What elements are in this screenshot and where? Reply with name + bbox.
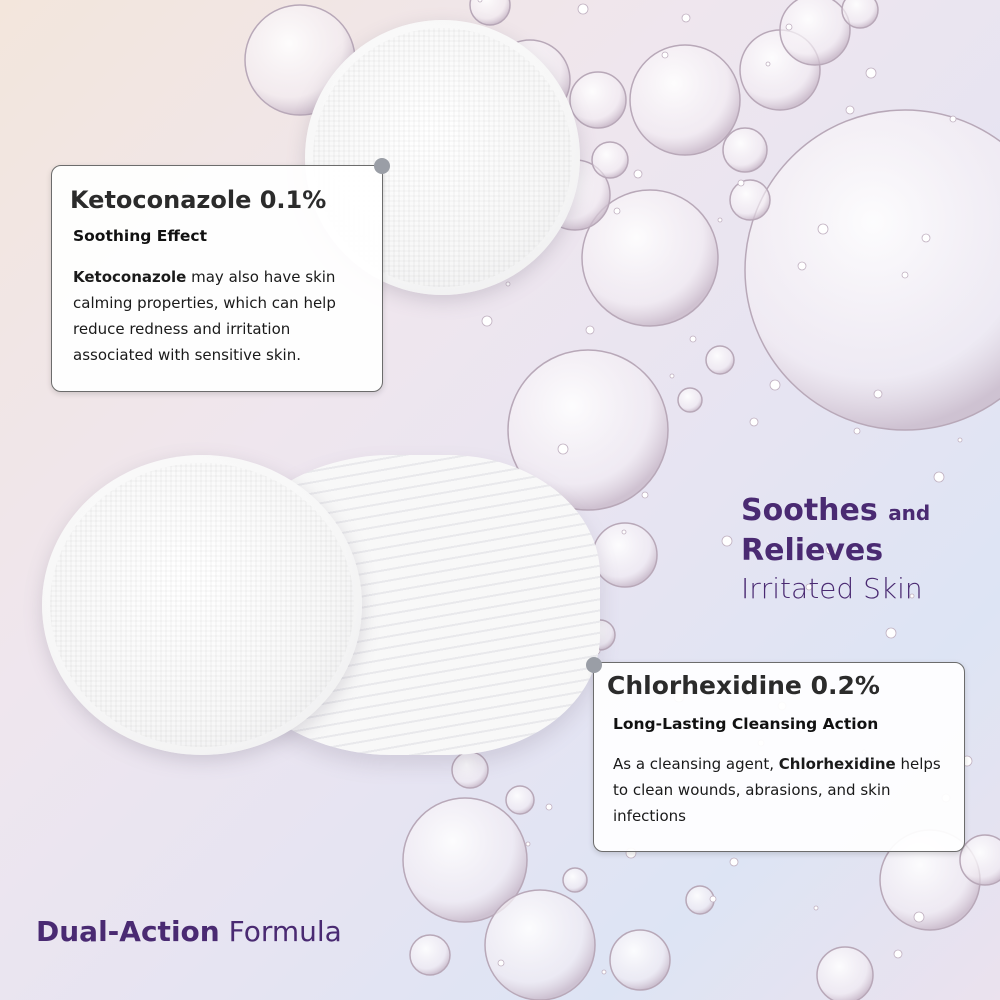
bubble <box>779 0 851 66</box>
bubble <box>402 797 528 923</box>
chlorhexidine-body: As a cleansing agent, Chlorhexidine help… <box>613 751 943 829</box>
tagline-soothes: Soothes <box>741 493 878 528</box>
body-text: As a cleansing agent, <box>613 755 779 773</box>
chlorhexidine-title: Chlorhexidine 0.2% <box>607 671 880 700</box>
ketoconazole-subtitle: Soothing Effect <box>73 227 207 245</box>
small-bubble <box>721 535 733 547</box>
small-bubble <box>601 969 607 975</box>
pin-icon <box>586 657 602 673</box>
bubble <box>591 141 629 179</box>
small-bubble <box>909 593 915 599</box>
small-bubble <box>765 61 771 67</box>
small-bubble <box>853 427 861 435</box>
small-bubble <box>641 491 649 499</box>
body-bold: Chlorhexidine <box>778 755 896 773</box>
small-bubble <box>613 207 621 215</box>
small-bubble <box>921 233 931 243</box>
bubble <box>469 0 511 26</box>
small-bubble <box>681 13 691 23</box>
small-bubble <box>817 223 829 235</box>
bubble <box>569 71 627 129</box>
bubble <box>722 127 768 173</box>
small-bubble <box>729 857 739 867</box>
body-text: helps to clean wounds, abrasions, and sk… <box>613 755 941 825</box>
small-bubble <box>689 335 697 343</box>
small-bubble <box>661 51 669 59</box>
ketoconazole-card: Ketoconazole 0.1% Soothing Effect Ketoco… <box>51 158 390 392</box>
ketoconazole-title: Ketoconazole 0.1% <box>70 186 327 214</box>
small-bubble <box>717 217 723 223</box>
small-bubble <box>813 905 819 911</box>
bubble <box>609 929 671 991</box>
small-bubble <box>885 627 897 639</box>
small-bubble <box>913 911 925 923</box>
body-text: may also have skin calming properties, w… <box>73 268 336 364</box>
bubble <box>729 179 771 221</box>
small-bubble <box>669 373 675 379</box>
small-bubble <box>545 803 553 811</box>
bubble <box>562 867 588 893</box>
bubble <box>409 934 451 976</box>
small-bubble <box>933 471 945 483</box>
bubble <box>505 785 535 815</box>
chlorhexidine-card: Chlorhexidine 0.2% Long-Lasting Cleansin… <box>586 657 965 852</box>
bubble <box>816 946 874 1000</box>
tagline-irritated-skin: Irritated Skin <box>741 572 923 605</box>
bubble <box>484 889 596 1000</box>
bubble <box>451 751 489 789</box>
small-bubble <box>805 583 813 591</box>
bubble <box>677 387 703 413</box>
small-bubble <box>893 949 903 959</box>
small-bubble <box>901 271 909 279</box>
body-bold: Ketoconazole <box>73 268 187 286</box>
bubble <box>581 189 719 327</box>
small-bubble <box>865 67 877 79</box>
pin-icon <box>374 158 390 174</box>
small-bubble <box>633 169 643 179</box>
small-bubble <box>481 315 493 327</box>
bubble <box>959 834 1000 886</box>
small-bubble <box>949 115 957 123</box>
small-bubble <box>621 529 627 535</box>
footer-regular: Formula <box>228 915 342 948</box>
tagline-and: and <box>888 501 931 525</box>
small-bubble <box>845 105 855 115</box>
small-bubble <box>737 179 745 187</box>
small-bubble <box>957 437 963 443</box>
small-bubble <box>557 443 569 455</box>
tagline: Soothes and Relieves Irritated Skin <box>741 492 930 608</box>
small-bubble <box>505 281 511 287</box>
bubble <box>841 0 879 29</box>
small-bubble <box>477 0 483 3</box>
chlorhexidine-subtitle: Long-Lasting Cleansing Action <box>613 715 879 733</box>
small-bubble <box>497 959 505 967</box>
bubble <box>705 345 735 375</box>
tagline-relieves: Relieves <box>741 533 884 568</box>
small-bubble <box>769 379 781 391</box>
small-bubble <box>709 895 717 903</box>
small-bubble <box>797 261 807 271</box>
small-bubble <box>577 3 589 15</box>
ketoconazole-body: Ketoconazole may also have skin calming … <box>73 264 368 368</box>
bubble <box>507 349 669 511</box>
small-bubble <box>873 389 883 399</box>
small-bubble <box>825 545 835 555</box>
small-bubble <box>749 417 759 427</box>
small-bubble <box>525 841 531 847</box>
cotton-pad-front <box>42 455 362 755</box>
footer-formula: Dual-Action Formula <box>36 915 342 948</box>
bubble <box>744 109 1000 431</box>
small-bubble <box>785 23 793 31</box>
footer-bold: Dual-Action <box>36 915 220 948</box>
small-bubble <box>585 325 595 335</box>
bubble <box>629 44 741 156</box>
